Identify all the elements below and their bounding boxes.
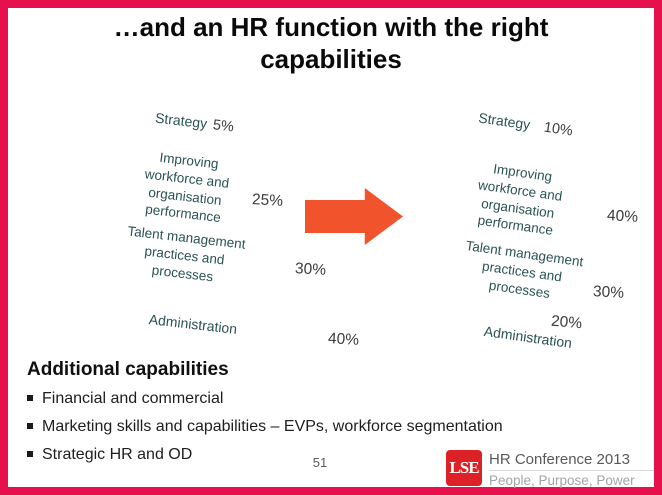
conference-title: HR Conference 2013 <box>489 451 630 468</box>
list-item: Marketing skills and capabilities – EVPs… <box>27 417 503 436</box>
after-talent-pct: 30% <box>592 283 625 302</box>
before-improving-pct: 25% <box>251 191 284 210</box>
list-item: Financial and commercial <box>27 389 503 408</box>
footer-divider <box>489 470 654 471</box>
page-number: 51 <box>312 455 328 470</box>
before-talent-pct: 30% <box>294 260 327 279</box>
before-improving-label: Improving workforce and organisation per… <box>123 146 248 230</box>
additional-capabilities-list: Financial and commercial Marketing skill… <box>27 389 503 473</box>
lse-logo-text: LSE <box>449 458 479 477</box>
additional-capabilities-heading: Additional capabilities <box>27 359 229 380</box>
page-title: …and an HR function with the right capab… <box>8 11 654 75</box>
before-admin-pct: 40% <box>327 330 360 349</box>
square-bullet-icon <box>27 423 33 429</box>
after-improving-pct: 40% <box>606 207 639 226</box>
bullet-text: Marketing skills and capabilities – EVPs… <box>42 418 503 435</box>
title-line-1: …and an HR function with the right <box>113 12 549 42</box>
slide-background <box>8 8 654 487</box>
square-bullet-icon <box>27 451 33 457</box>
square-bullet-icon <box>27 395 33 401</box>
after-admin-pct: 20% <box>550 312 583 333</box>
before-strategy-pct: 5% <box>212 117 235 136</box>
lse-logo: LSE <box>446 450 482 486</box>
bullet-text: Strategic HR and OD <box>42 446 193 463</box>
title-line-2: capabilities <box>260 44 402 74</box>
conference-tagline: People, Purpose, Power <box>489 473 635 488</box>
list-item: Strategic HR and OD <box>27 445 503 464</box>
bullet-text: Financial and commercial <box>42 390 224 407</box>
